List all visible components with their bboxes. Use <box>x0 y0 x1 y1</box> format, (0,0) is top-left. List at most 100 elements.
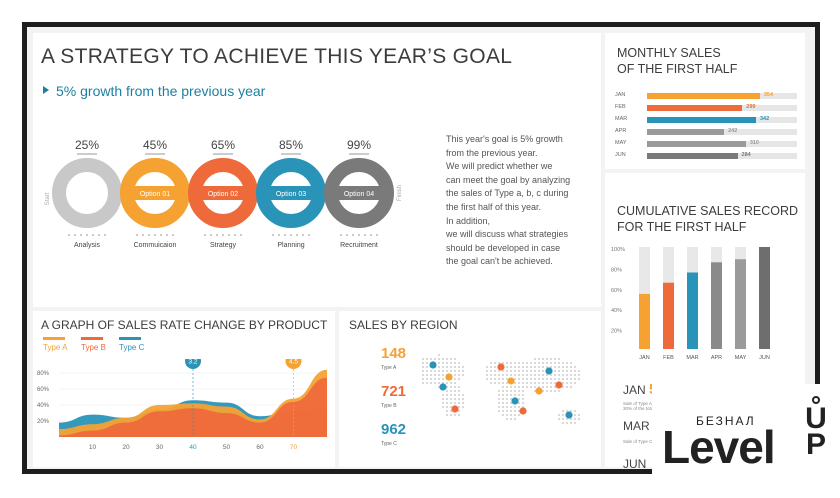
map-dot <box>529 381 533 385</box>
dot-divider <box>376 234 378 236</box>
level-up-logo: БЕЗНАЛ Level U P <box>652 384 840 498</box>
dot-divider <box>86 234 88 236</box>
map-dot <box>521 369 525 373</box>
map-dot <box>441 377 445 381</box>
map-dot <box>457 405 461 409</box>
monthly-title-1: MONTHLY SALES <box>617 46 721 60</box>
map-dot <box>565 381 569 385</box>
cum-bar <box>663 282 674 349</box>
map-dot <box>453 385 457 389</box>
region-title: SALES BY REGION <box>349 318 458 332</box>
description-line: We will predict whether we <box>446 161 553 172</box>
map-dot <box>461 405 465 409</box>
map-dot <box>529 377 533 381</box>
rate-ytick: 80% <box>37 371 50 377</box>
step-label: Strategy <box>210 242 237 249</box>
map-dot <box>521 365 525 369</box>
map-dot <box>429 369 433 373</box>
cum-bar <box>639 293 650 349</box>
map-dot <box>549 377 553 381</box>
map-dot <box>445 393 449 397</box>
monthly-title-2: OF THE FIRST HALF <box>617 62 738 76</box>
map-dot <box>513 381 517 385</box>
map-dot <box>517 365 521 369</box>
map-dot <box>577 377 581 381</box>
monthly-bar-value: 342 <box>760 116 770 122</box>
map-dot <box>461 369 465 373</box>
map-dot <box>501 401 505 405</box>
map-dot <box>509 385 513 389</box>
map-dot <box>557 413 561 417</box>
dot-divider <box>272 234 274 236</box>
monthly-bar-row: FEB 299 <box>615 103 797 113</box>
map-dot <box>533 365 537 369</box>
monthly-bar <box>647 129 725 135</box>
map-dot <box>505 397 509 401</box>
map-dot <box>557 389 561 393</box>
map-dot <box>533 361 537 365</box>
legend-swatch <box>43 337 65 340</box>
map-dot <box>457 397 461 401</box>
map-dot <box>509 405 513 409</box>
legend-label: Type A <box>43 343 68 352</box>
map-dot <box>545 385 549 389</box>
map-dot <box>429 373 433 377</box>
map-dot <box>521 401 525 405</box>
cum-stat-note: Sale of Type C accounts <box>623 439 672 444</box>
map-dot <box>517 401 521 405</box>
map-dot <box>545 381 549 385</box>
map-dot <box>457 385 461 389</box>
map-dot <box>485 373 489 377</box>
map-dot <box>533 381 537 385</box>
logo-up-p: P <box>805 428 826 461</box>
map-dot <box>529 361 533 365</box>
monthly-bar-value: 242 <box>728 128 738 134</box>
map-dot <box>449 357 453 361</box>
region-pin-icon <box>445 373 453 381</box>
map-dot <box>441 357 445 361</box>
map-dot <box>561 413 565 417</box>
map-dot <box>557 361 561 365</box>
map-dot <box>509 409 513 413</box>
map-dot <box>453 401 457 405</box>
map-dot <box>561 381 565 385</box>
rate-ytick: 40% <box>37 403 50 409</box>
map-dot <box>425 377 429 381</box>
step-percent: 85% <box>279 138 303 152</box>
region-value: 962 <box>381 421 407 438</box>
map-dot <box>501 409 505 413</box>
map-dot <box>457 361 461 365</box>
callout-value: 4.5 <box>289 359 298 366</box>
map-dot <box>505 365 509 369</box>
map-dot <box>509 369 513 373</box>
map-dot <box>561 369 565 373</box>
map-dot <box>553 357 557 361</box>
calendar-icon <box>285 215 297 227</box>
map-dot <box>521 385 525 389</box>
cumulative-title-1: CUMULATIVE SALES RECORD <box>617 204 799 218</box>
map-dot <box>493 369 497 373</box>
map-dot <box>429 381 433 385</box>
map-dot <box>517 397 521 401</box>
map-dot <box>449 413 453 417</box>
map-dot <box>561 421 565 425</box>
map-dot <box>517 361 521 365</box>
map-dot <box>545 357 549 361</box>
map-dot <box>421 373 425 377</box>
people-icon <box>149 215 161 227</box>
step-band <box>125 186 185 200</box>
monthly-bar-row: APR 242 <box>615 127 797 137</box>
map-dot <box>541 361 545 365</box>
map-dot <box>429 377 433 381</box>
map-dot <box>449 369 453 373</box>
map-dot <box>517 385 521 389</box>
monthly-bar-track <box>647 129 797 135</box>
map-dot <box>441 405 445 409</box>
map-dot <box>517 369 521 373</box>
dot-divider <box>240 234 242 236</box>
map-dot <box>521 373 525 377</box>
step-percent: 99% <box>347 138 371 152</box>
monthly-bar <box>647 153 738 159</box>
map-dot <box>549 389 553 393</box>
map-dot <box>457 377 461 381</box>
